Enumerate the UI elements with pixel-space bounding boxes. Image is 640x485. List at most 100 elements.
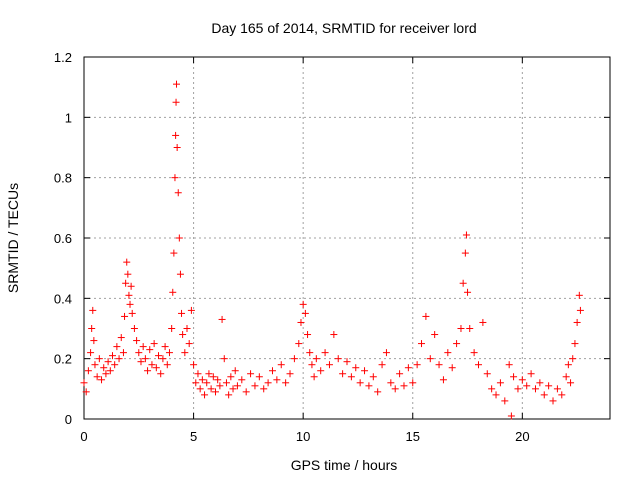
- data-point: [374, 388, 382, 396]
- data-point: [144, 367, 152, 375]
- data-point: [475, 361, 482, 369]
- data-point: [426, 355, 434, 363]
- data-point: [181, 349, 189, 357]
- data-point: [170, 249, 178, 257]
- data-point: [91, 361, 99, 369]
- data-point: [111, 361, 119, 369]
- data-point: [207, 385, 215, 393]
- y-tick-label: 1: [65, 110, 72, 125]
- data-point: [119, 349, 127, 357]
- data-point: [306, 349, 314, 357]
- data-point: [575, 291, 583, 299]
- data-point: [413, 361, 421, 369]
- data-point: [125, 291, 133, 299]
- data-point: [194, 370, 202, 378]
- data-point: [130, 325, 138, 332]
- data-point: [139, 343, 147, 351]
- data-point: [564, 361, 572, 369]
- data-point: [545, 382, 553, 390]
- y-axis-label: SRMTID / TECUs: [5, 183, 21, 293]
- data-point: [286, 370, 294, 378]
- data-point: [418, 340, 426, 348]
- data-point: [301, 309, 309, 317]
- data-point: [155, 352, 163, 360]
- data-point: [510, 373, 518, 381]
- data-point: [523, 382, 531, 390]
- data-point: [171, 174, 179, 182]
- data-point: [146, 346, 154, 354]
- data-point: [88, 325, 96, 332]
- data-point: [514, 385, 522, 393]
- data-point: [369, 373, 377, 381]
- grid-layer: [84, 57, 610, 419]
- data-point: [124, 270, 132, 278]
- data-point: [553, 385, 561, 393]
- data-point: [290, 355, 298, 363]
- data-point: [527, 370, 535, 378]
- data-point: [540, 391, 548, 399]
- data-point: [435, 361, 443, 369]
- data-point: [549, 397, 557, 405]
- x-tick-label: 20: [515, 429, 529, 444]
- data-point: [133, 337, 141, 345]
- data-point: [87, 349, 95, 357]
- data-point: [209, 373, 217, 381]
- data-point: [431, 331, 439, 339]
- data-point: [183, 325, 191, 332]
- data-point: [135, 349, 143, 357]
- x-tick-label: 5: [190, 429, 197, 444]
- data-point: [310, 373, 318, 381]
- data-point: [439, 376, 447, 384]
- data-point: [238, 376, 246, 384]
- y-tick-label: 0: [65, 412, 72, 427]
- data-point: [165, 349, 173, 357]
- data-point: [501, 397, 509, 405]
- data-point: [159, 355, 167, 363]
- data-point: [157, 370, 165, 378]
- data-point: [277, 361, 285, 369]
- data-point: [178, 309, 186, 317]
- data-point: [466, 325, 474, 332]
- data-point: [216, 382, 224, 390]
- data-point: [172, 80, 180, 88]
- data-point: [457, 325, 465, 332]
- data-point: [98, 376, 106, 384]
- data-point: [567, 379, 575, 387]
- data-point: [203, 379, 211, 387]
- data-point: [297, 318, 305, 326]
- data-point: [325, 361, 333, 369]
- data-point: [80, 379, 88, 387]
- data-point: [89, 306, 97, 314]
- data-point: [201, 391, 209, 399]
- data-point: [264, 379, 272, 387]
- data-point: [448, 364, 456, 372]
- data-point: [536, 379, 544, 387]
- data-point: [117, 334, 125, 342]
- data-point: [196, 385, 204, 393]
- data-point: [179, 331, 187, 339]
- data-point: [558, 391, 566, 399]
- data-point: [161, 343, 169, 351]
- data-point: [576, 306, 584, 314]
- data-point: [569, 355, 577, 363]
- data-point: [172, 98, 180, 106]
- data-point: [104, 358, 112, 366]
- data-point: [444, 349, 452, 357]
- data-point: [220, 355, 228, 363]
- x-tick-label: 10: [296, 429, 310, 444]
- data-point: [113, 343, 121, 351]
- data-point: [233, 382, 241, 390]
- data-point: [387, 379, 395, 387]
- y-tick-label: 0.8: [54, 171, 72, 186]
- data-point: [175, 234, 183, 242]
- data-point: [168, 325, 176, 332]
- data-point: [361, 367, 369, 375]
- data-point: [172, 131, 180, 139]
- data-point: [218, 315, 226, 323]
- data-point: [453, 340, 461, 348]
- data-point: [571, 340, 579, 348]
- data-point: [141, 355, 149, 363]
- data-point: [123, 258, 131, 266]
- data-point: [396, 370, 404, 378]
